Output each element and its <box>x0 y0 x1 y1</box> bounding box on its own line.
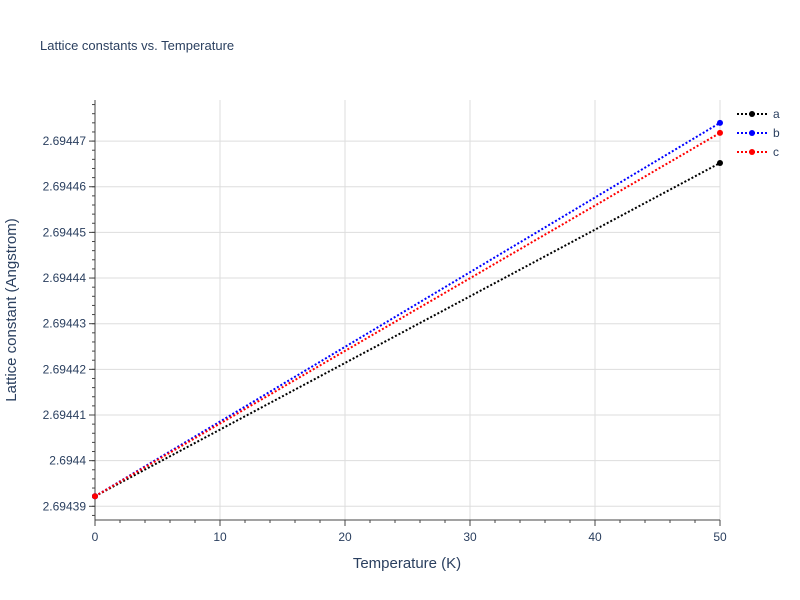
data-point-c <box>92 493 98 500</box>
axes-layer: 2.69439 2.6944 2.69441 2.69442 2.69443 2.6944… <box>43 100 727 544</box>
y-tick-label: 2.69443 <box>43 317 87 331</box>
x-tick-label: 20 <box>338 530 352 544</box>
y-tick-label: 2.69444 <box>43 271 87 285</box>
legend[interactable]: abc <box>737 107 780 159</box>
legend-item-a[interactable]: a <box>737 107 780 121</box>
legend-label: b <box>773 126 780 140</box>
series-line-b <box>94 121 721 498</box>
legend-label: c <box>773 145 779 159</box>
x-axis-title: Temperature (K) <box>353 555 461 572</box>
legend-swatch-marker <box>749 111 755 117</box>
legend-item-c[interactable]: c <box>737 145 779 159</box>
x-tick-label: 50 <box>713 530 727 544</box>
y-tick-label: 2.69446 <box>43 180 87 194</box>
grid-layer <box>95 100 721 520</box>
y-tick-label: 2.69447 <box>43 134 87 148</box>
legend-label: a <box>773 107 780 121</box>
y-tick-label: 2.69439 <box>43 499 87 513</box>
y-tick-label: 2.69442 <box>43 362 87 376</box>
x-tick-label: 40 <box>588 530 602 544</box>
data-point-b <box>717 119 723 126</box>
y-tick-label: 2.69441 <box>43 408 87 422</box>
chart-title: Lattice constants vs. Temperature <box>40 38 234 53</box>
series-layer <box>92 119 723 500</box>
legend-swatch-marker <box>749 149 755 155</box>
x-tick-label: 30 <box>463 530 477 544</box>
x-tick-label: 10 <box>213 530 227 544</box>
x-tick-label: 0 <box>92 530 99 544</box>
series-line-c <box>94 132 721 498</box>
y-tick-label: 2.6944 <box>49 454 86 468</box>
y-axis-title: Lattice constant (Angstrom) <box>3 218 20 401</box>
legend-swatch-marker <box>749 130 755 136</box>
data-point-c <box>717 129 723 136</box>
data-point-a <box>717 160 723 166</box>
legend-item-b[interactable]: b <box>737 126 780 140</box>
y-tick-label: 2.69445 <box>43 225 87 239</box>
